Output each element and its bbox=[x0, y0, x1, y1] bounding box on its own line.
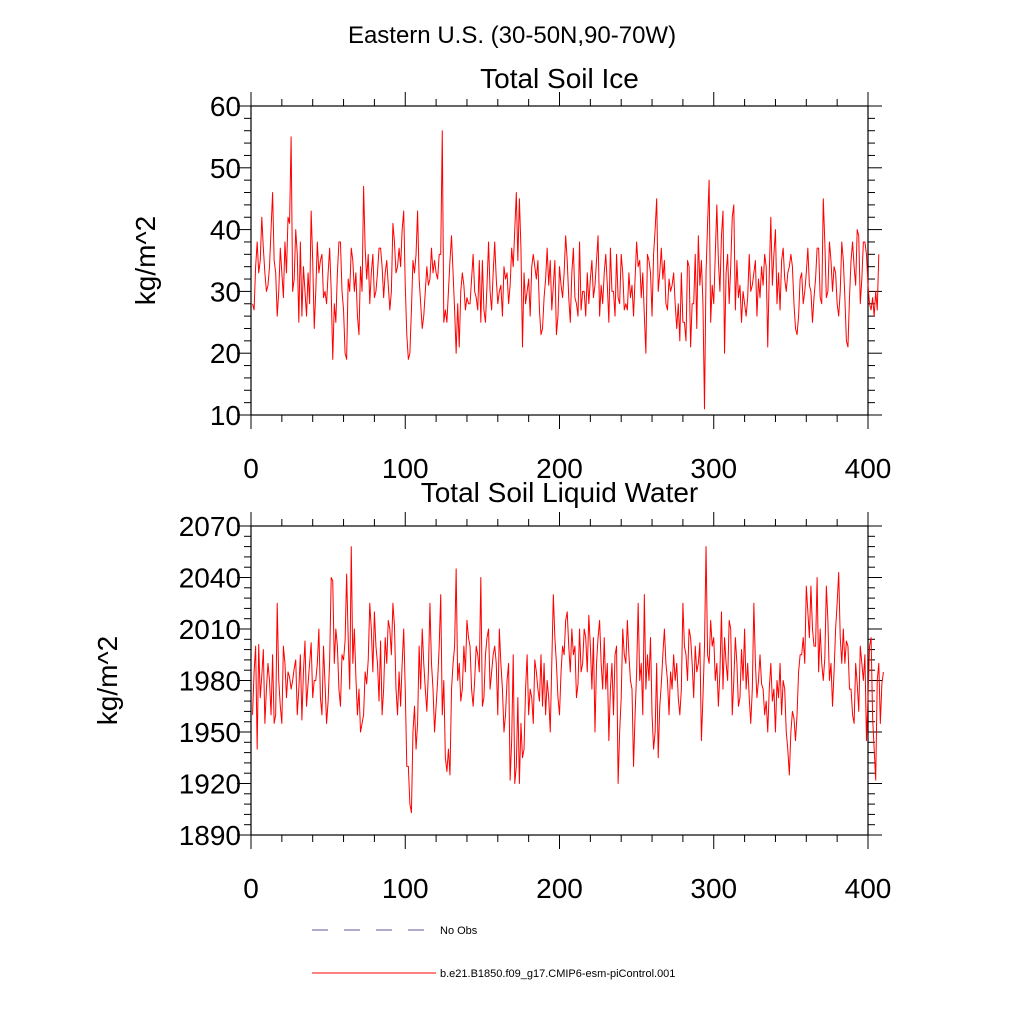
y-tick-label: 1980 bbox=[179, 666, 241, 697]
x-tick-label: 0 bbox=[243, 873, 259, 904]
y-tick-label: 1920 bbox=[179, 769, 241, 800]
y-tick-label: 30 bbox=[210, 276, 241, 307]
y-tick-label: 1950 bbox=[179, 717, 241, 748]
x-tick-label: 400 bbox=[845, 873, 892, 904]
series-line bbox=[252, 130, 880, 410]
page-title: Eastern U.S. (30-50N,90-70W) bbox=[348, 22, 676, 49]
legend: No Obs b.e21.B1850.f09_g17.CMIP6-esm-piC… bbox=[312, 925, 675, 980]
y-tick-label: 2070 bbox=[179, 511, 241, 542]
series-line bbox=[252, 546, 884, 814]
y-tick-label: 50 bbox=[210, 153, 241, 184]
y-axis-label: kg/m^2 bbox=[92, 636, 123, 725]
x-tick-label: 300 bbox=[690, 873, 737, 904]
x-tick-label: 400 bbox=[845, 453, 892, 484]
panel-total-soil-ice: Total Soil Ice kg/m^2 0 100 200 300 400 10 20 30 4… bbox=[130, 63, 891, 484]
plot-frame bbox=[250, 105, 869, 416]
panel-total-soil-liquid-water: Total Soil Liquid Water kg/m^2 0 100 200 300 4… bbox=[92, 477, 891, 904]
x-tick-label: 100 bbox=[382, 453, 429, 484]
plot-frame bbox=[250, 525, 869, 836]
chart-title: Total Soil Ice bbox=[480, 63, 639, 94]
y-tick-label: 1890 bbox=[179, 820, 241, 851]
chart-title: Total Soil Liquid Water bbox=[421, 477, 699, 508]
x-tick-label: 200 bbox=[536, 453, 583, 484]
y-tick-label: 20 bbox=[210, 338, 241, 369]
y-axis-label: kg/m^2 bbox=[130, 216, 161, 305]
legend-model-label: b.e21.B1850.f09_g17.CMIP6-esm-piControl.… bbox=[440, 968, 675, 980]
y-tick-label: 10 bbox=[210, 400, 241, 431]
x-tick-label: 100 bbox=[382, 873, 429, 904]
legend-obs-label: No Obs bbox=[440, 925, 478, 937]
x-tick-label: 0 bbox=[243, 453, 259, 484]
y-tick-label: 2010 bbox=[179, 614, 241, 645]
y-tick-label: 40 bbox=[210, 215, 241, 246]
y-tick-label: 2040 bbox=[179, 563, 241, 594]
y-tick-label: 60 bbox=[210, 91, 241, 122]
x-tick-label: 300 bbox=[690, 453, 737, 484]
x-tick-label: 200 bbox=[536, 873, 583, 904]
